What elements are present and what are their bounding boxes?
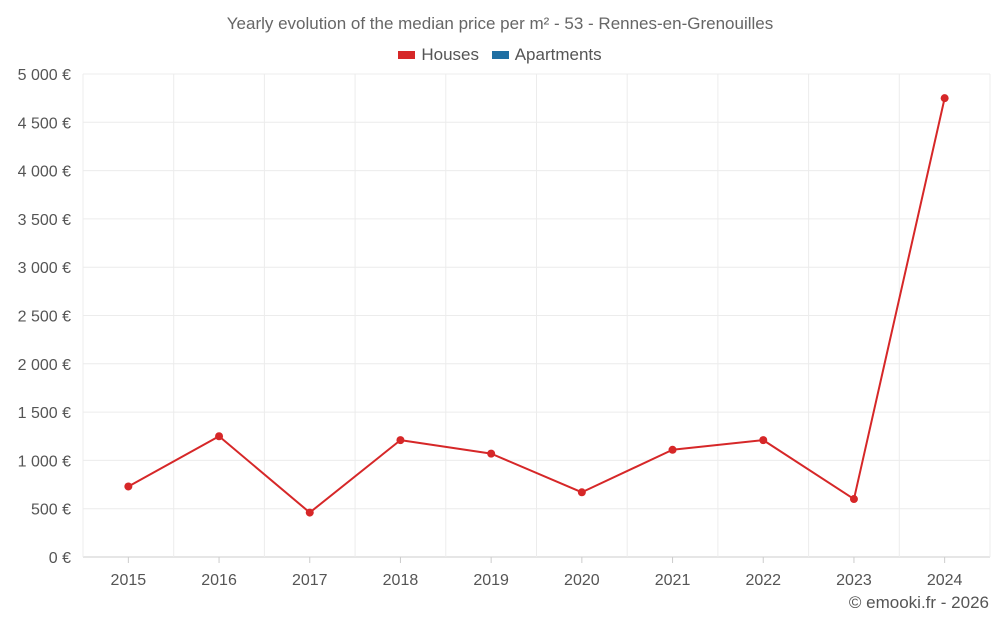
copyright-credit: © emooki.fr - 2026	[848, 593, 989, 612]
y-tick-label: 2 500 €	[18, 309, 71, 326]
y-tick-label: 3 500 €	[18, 212, 71, 229]
data-point	[305, 508, 314, 517]
data-point	[668, 445, 677, 454]
y-tick-label: 4 000 €	[18, 164, 71, 181]
x-tick-label: 2018	[383, 572, 419, 589]
legend-item-houses[interactable]: Houses	[398, 45, 479, 65]
data-point	[215, 432, 224, 441]
data-point	[759, 436, 768, 445]
data-point	[849, 495, 858, 504]
legend-swatch-apartments	[491, 51, 509, 59]
y-tick-label: 0 €	[49, 550, 71, 567]
x-tick-label: 2024	[927, 572, 963, 589]
x-tick-label: 2020	[564, 572, 600, 589]
x-tick-label: 2016	[201, 572, 237, 589]
y-tick-label: 4 500 €	[18, 115, 71, 132]
legend-label-apartments: Apartments	[514, 45, 602, 64]
legend-item-apartments[interactable]: Apartments	[491, 45, 602, 65]
data-point	[577, 488, 586, 497]
legend-label-houses: Houses	[421, 45, 479, 64]
data-point	[396, 436, 405, 445]
y-tick-label: 3 000 €	[18, 260, 71, 277]
y-tick-label: 1 000 €	[18, 453, 71, 470]
x-tick-label: 2023	[836, 572, 872, 589]
legend-swatch-houses	[398, 51, 416, 59]
data-point	[487, 449, 496, 458]
x-tick-label: 2017	[292, 572, 328, 589]
y-tick-label: 2 000 €	[18, 357, 71, 374]
chart-legend: Houses Apartments	[0, 44, 1000, 65]
x-tick-label: 2015	[111, 572, 147, 589]
data-point	[124, 482, 133, 491]
y-tick-label: 500 €	[31, 502, 71, 519]
x-tick-label: 2021	[655, 572, 691, 589]
x-tick-label: 2019	[473, 572, 509, 589]
series-line-houses	[127, 97, 946, 514]
y-tick-label: 5 000 €	[18, 67, 71, 84]
x-tick-label: 2022	[745, 572, 781, 589]
chart-title: Yearly evolution of the median price per…	[226, 14, 774, 33]
data-point	[940, 94, 949, 103]
y-tick-label: 1 500 €	[18, 405, 71, 422]
